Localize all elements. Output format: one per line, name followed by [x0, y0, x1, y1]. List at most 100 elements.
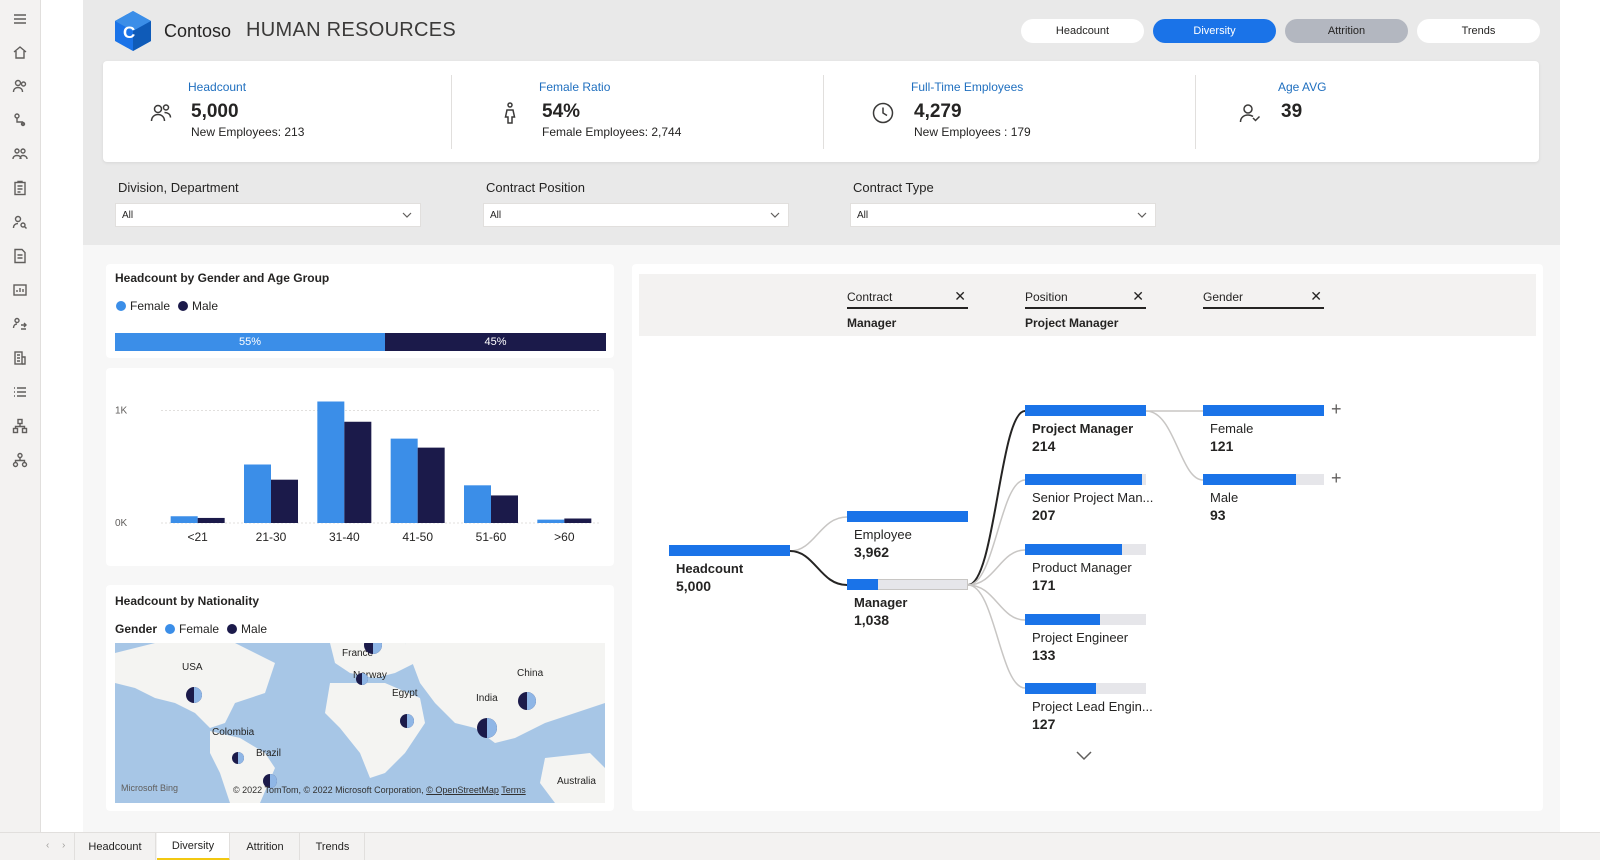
kpi-value: 4,279 — [914, 101, 962, 122]
kpi-label: Headcount — [188, 80, 247, 94]
node-bar — [1203, 405, 1324, 416]
nav-attrition-button[interactable]: Attrition — [1285, 19, 1408, 43]
expand-plus-icon[interactable]: + — [1331, 399, 1342, 419]
bubble-india — [477, 718, 497, 738]
bar-male[interactable] — [491, 495, 518, 523]
node-label: Project Manager — [1032, 421, 1134, 436]
legend-female: Female — [130, 299, 171, 313]
node-bar — [1025, 405, 1146, 416]
male-ratio-segment[interactable]: 45% — [385, 333, 606, 351]
close-icon[interactable]: ✕ — [954, 288, 966, 304]
filter-gender[interactable]: Gender ✕ — [1203, 288, 1324, 316]
nationality-map[interactable]: USA France Norway Egypt China India Colo… — [115, 643, 605, 803]
hierarchy-icon[interactable] — [11, 451, 29, 469]
filter-position[interactable]: Position ✕ Project Manager — [1025, 288, 1146, 330]
tab-prev-icon[interactable]: ‹ — [46, 840, 50, 851]
decomp-filter-strip — [639, 274, 1536, 336]
nav-diversity-button[interactable]: Diversity — [1153, 19, 1276, 43]
person-search-icon[interactable] — [11, 213, 29, 231]
bar-female[interactable] — [317, 401, 345, 524]
slicer-contract-type-label: Contract Type — [853, 180, 934, 195]
network-icon[interactable] — [11, 417, 29, 435]
home-icon[interactable] — [11, 43, 29, 61]
close-icon[interactable]: ✕ — [1132, 288, 1144, 304]
people-icon[interactable] — [11, 77, 29, 95]
bar-female[interactable] — [244, 464, 271, 524]
org-icon[interactable] — [11, 111, 29, 129]
gender-ratio-bar[interactable]: 55% 45% — [115, 333, 606, 351]
legend-male: Male — [192, 299, 219, 313]
slicer-position-dropdown[interactable]: All — [483, 203, 789, 227]
group-icon[interactable] — [11, 145, 29, 163]
hamburger-icon[interactable] — [11, 10, 29, 28]
svg-text:C: C — [123, 23, 135, 42]
filter-contract[interactable]: Contract ✕ Manager — [847, 288, 968, 330]
map-label-norway: Norway — [353, 670, 387, 681]
female-ratio-segment[interactable]: 55% — [115, 333, 386, 351]
kpi-female-ratio: Female Ratio 54% Female Employees: 2,744 — [453, 61, 823, 162]
female-legend-dot — [165, 624, 176, 634]
tab-diversity[interactable]: Diversity — [157, 833, 230, 860]
list-icon[interactable] — [11, 383, 29, 401]
left-rail — [0, 0, 41, 860]
map-label-china: China — [517, 668, 544, 679]
world-map-land — [115, 643, 605, 803]
report-icon[interactable] — [11, 281, 29, 299]
osm-link[interactable]: © OpenStreetMap — [426, 785, 499, 795]
node-bar — [847, 511, 968, 522]
chevron-down-icon — [770, 212, 780, 218]
bar-male[interactable] — [197, 517, 225, 523]
expand-plus-icon[interactable]: + — [1331, 468, 1342, 488]
nav-headcount-button[interactable]: Headcount — [1021, 19, 1144, 43]
terms-link[interactable]: Terms — [501, 785, 526, 795]
clipboard-icon[interactable] — [11, 179, 29, 197]
tab-headcount[interactable]: Headcount — [74, 833, 156, 860]
close-icon[interactable]: ✕ — [1310, 288, 1322, 304]
bar-male[interactable] — [417, 447, 445, 523]
filter-value: Manager — [847, 316, 897, 330]
nationality-legend: Gender Female Male — [115, 622, 267, 636]
bar-male[interactable] — [344, 421, 372, 523]
tab-next-icon[interactable]: › — [62, 840, 66, 851]
male-legend-dot — [227, 624, 238, 634]
nationality-title: Headcount by Nationality — [115, 594, 260, 608]
bubble-china — [518, 692, 536, 710]
map-copyright: © 2022 TomTom, © 2022 Microsoft Corporat… — [233, 785, 427, 795]
decomposition-tree-card — [632, 264, 1543, 811]
transfer-icon[interactable] — [11, 315, 29, 333]
bubble-colombia — [232, 752, 244, 764]
bar-male[interactable] — [271, 479, 298, 523]
slicer-division-dropdown[interactable]: All — [115, 203, 421, 227]
building-icon[interactable] — [11, 349, 29, 367]
x-tick-label: 41-50 — [402, 530, 433, 544]
female-icon — [498, 101, 522, 125]
slicer-position-label: Contract Position — [486, 180, 585, 195]
bar-female[interactable] — [464, 485, 491, 523]
tab-attrition[interactable]: Attrition — [231, 833, 300, 860]
gender-chart-title: Headcount by Gender and Age Group — [115, 271, 330, 285]
female-legend-dot — [116, 301, 126, 311]
slicer-contract-type-dropdown[interactable]: All — [850, 203, 1156, 227]
y-tick-label: 1K — [115, 406, 128, 417]
kpi-full-time: Full-Time Employees 4,279 New Employees … — [825, 61, 1195, 162]
kpi-value: 5,000 — [191, 101, 239, 122]
node-label: Senior Project Man... — [1032, 490, 1154, 505]
bar-male[interactable] — [564, 518, 592, 524]
x-tick-label: 21-30 — [256, 530, 287, 544]
tab-trends[interactable]: Trends — [301, 833, 365, 860]
scroll-down-chevron-icon[interactable] — [1075, 750, 1093, 762]
kpi-headcount: Headcount 5,000 New Employees: 213 — [103, 61, 443, 162]
kpi-label: Age AVG — [1278, 80, 1327, 94]
bar-female[interactable] — [170, 516, 198, 523]
bubble-france — [364, 643, 382, 654]
document-icon[interactable] — [11, 247, 29, 265]
nav-trends-button[interactable]: Trends — [1417, 19, 1540, 43]
male-legend-dot — [178, 301, 189, 311]
bar-female[interactable] — [390, 438, 418, 523]
kpi-value: 54% — [542, 101, 581, 122]
bubble-usa — [186, 687, 202, 703]
kpi-label: Full-Time Employees — [911, 80, 1024, 94]
bar-female[interactable] — [537, 519, 565, 523]
slicer-division-label: Division, Department — [118, 180, 239, 195]
chevron-down-icon — [1137, 212, 1147, 218]
